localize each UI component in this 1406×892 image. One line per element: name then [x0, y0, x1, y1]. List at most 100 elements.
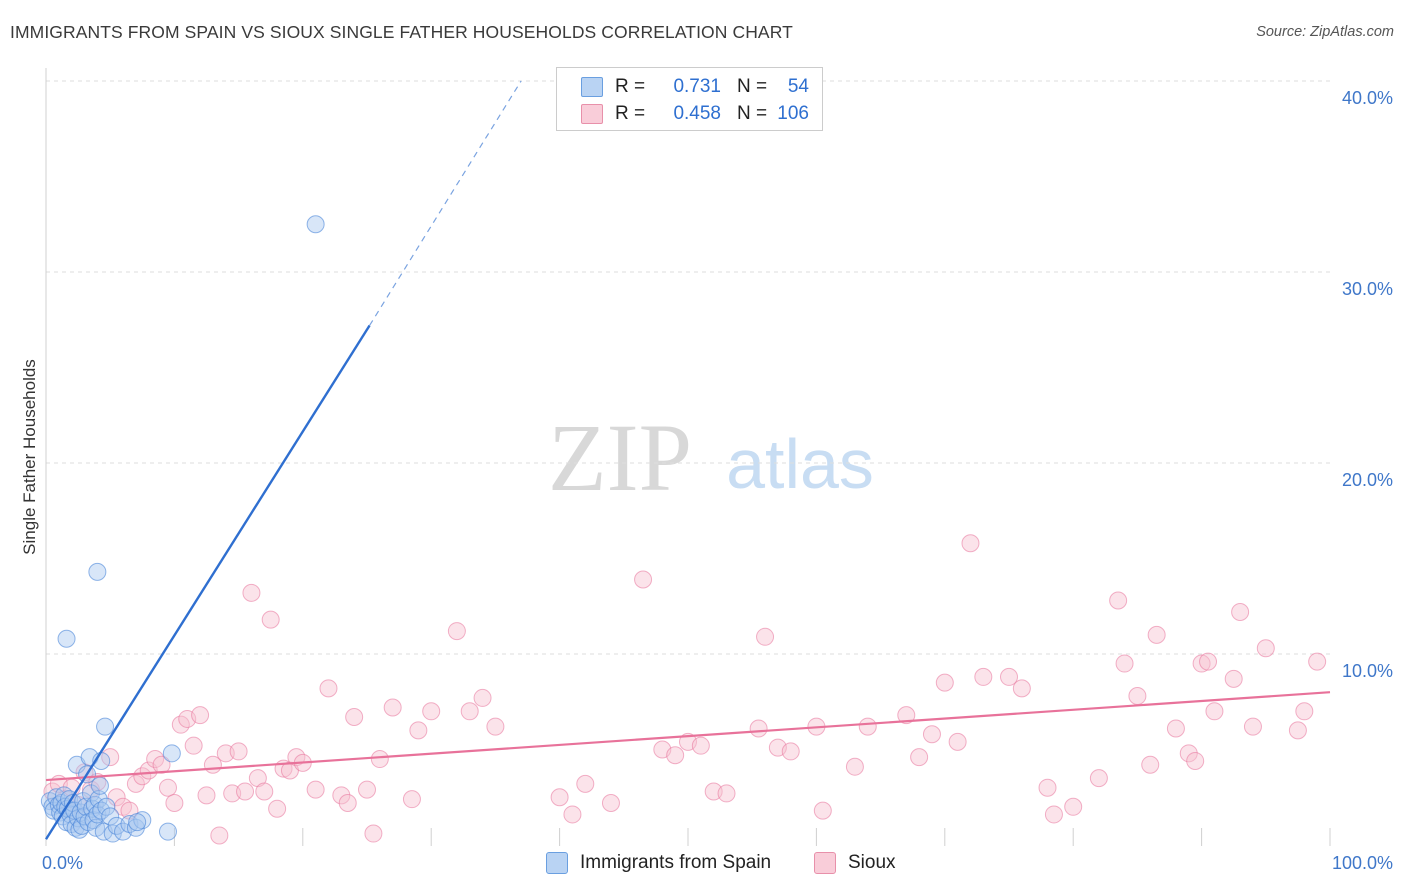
bottom-legend-sioux[interactable]: Sioux [814, 852, 896, 874]
data-point-sioux [229, 742, 248, 761]
trendline-spain-extension [369, 80, 522, 326]
data-point-sioux [422, 702, 441, 721]
y-tick-label: 10.0% [1342, 661, 1393, 681]
data-point-sioux [717, 784, 736, 803]
data-point-sioux [1243, 717, 1262, 736]
data-point-spain [162, 744, 181, 763]
data-point-sioux [948, 732, 967, 751]
data-point-sioux [370, 750, 389, 769]
data-point-spain [57, 629, 76, 648]
legend-r-value: 0.458 [673, 103, 721, 124]
legend-n-label: N = [737, 103, 768, 124]
data-point-spain [101, 807, 120, 826]
data-point-sioux [897, 706, 916, 725]
data-point-sioux [268, 799, 287, 818]
data-point-sioux [961, 534, 980, 553]
data-point-spain [90, 776, 109, 795]
data-point-sioux [1256, 639, 1275, 658]
data-point-spain [89, 790, 108, 809]
data-point-sioux [101, 748, 120, 767]
data-point-sioux [1038, 778, 1057, 797]
legend-swatch-sioux [581, 104, 603, 124]
data-point-spain [88, 562, 107, 581]
data-point-spain [306, 215, 325, 234]
data-point-sioux [858, 717, 877, 736]
data-point-sioux [1044, 805, 1063, 824]
bottom-legend-spain[interactable]: Immigrants from Spain [546, 852, 771, 874]
data-point-sioux [974, 667, 993, 686]
data-point-sioux [1109, 591, 1128, 610]
data-point-sioux [409, 721, 428, 740]
data-point-sioux [460, 702, 479, 721]
data-point-sioux [1192, 654, 1211, 673]
legend-row-spain: R = 0.731 N = 54 [581, 74, 809, 100]
data-point-sioux [1186, 751, 1205, 770]
y-tick-label: 30.0% [1342, 279, 1393, 299]
data-point-sioux [1288, 721, 1307, 740]
data-point-sioux [210, 826, 229, 845]
data-point-sioux [236, 782, 255, 801]
data-point-sioux [813, 801, 832, 820]
data-point-sioux [550, 788, 569, 807]
data-point-sioux [486, 717, 505, 736]
legend-n-value: 54 [787, 76, 809, 97]
data-point-sioux [1141, 755, 1160, 774]
data-point-sioux [364, 824, 383, 843]
data-point-sioux [563, 805, 582, 824]
data-point-sioux [1205, 702, 1224, 721]
data-point-sioux [634, 570, 653, 589]
data-point-sioux [1064, 797, 1083, 816]
data-point-sioux [473, 688, 492, 707]
data-point-spain [44, 801, 63, 820]
data-point-sioux [126, 774, 145, 793]
data-point-sioux [255, 782, 274, 801]
data-point-sioux [447, 622, 466, 641]
data-point-sioux [319, 679, 338, 698]
legend-n-label: N = [737, 76, 768, 97]
data-point-sioux [1224, 669, 1243, 688]
data-point-sioux [910, 748, 929, 767]
legend-r-label: R = [615, 103, 646, 124]
data-point-sioux [922, 725, 941, 744]
data-point-sioux [242, 583, 261, 602]
data-point-sioux [358, 780, 376, 799]
legend-n-value: 106 [777, 103, 809, 124]
data-point-sioux [158, 778, 177, 797]
data-point-sioux [197, 786, 216, 805]
data-point-sioux [749, 719, 768, 738]
x-tick-label: 0.0% [42, 853, 83, 873]
legend-swatch-spain [581, 77, 603, 97]
data-point-sioux [191, 706, 210, 725]
data-point-sioux [345, 708, 364, 727]
data-point-sioux [601, 793, 620, 812]
bottom-legend-label-sioux: Sioux [848, 852, 896, 873]
data-point-spain [126, 818, 145, 837]
data-point-sioux [1179, 744, 1198, 763]
data-point-sioux [306, 780, 325, 799]
trendline-sioux [45, 691, 1331, 782]
data-point-spain [96, 717, 115, 736]
legend-r-label: R = [615, 76, 646, 97]
data-point-sioux [1308, 652, 1327, 671]
legend-r-value: 0.731 [673, 76, 721, 97]
bottom-legend-swatch-sioux [814, 852, 836, 874]
data-point-sioux [1166, 719, 1185, 738]
data-point-sioux [332, 786, 351, 805]
bottom-legend: Immigrants from Spain Sioux [0, 852, 1406, 878]
data-point-sioux [781, 742, 800, 761]
data-point-sioux [184, 736, 203, 755]
data-point-sioux [756, 627, 775, 646]
data-point-sioux [402, 790, 421, 809]
data-point-sioux [1128, 687, 1147, 706]
data-point-sioux [1231, 602, 1250, 621]
data-point-sioux [576, 774, 595, 793]
data-point-sioux [261, 610, 280, 629]
bottom-legend-swatch-spain [546, 852, 568, 874]
source-label: Source: ZipAtlas.com [1256, 24, 1394, 40]
data-point-sioux [338, 793, 357, 812]
bottom-legend-label-spain: Immigrants from Spain [580, 852, 772, 873]
legend-row-sioux: R = 0.458 N = 106 [581, 101, 809, 127]
y-tick-label: 20.0% [1342, 470, 1393, 490]
watermark-zip: ZIP [548, 404, 692, 511]
